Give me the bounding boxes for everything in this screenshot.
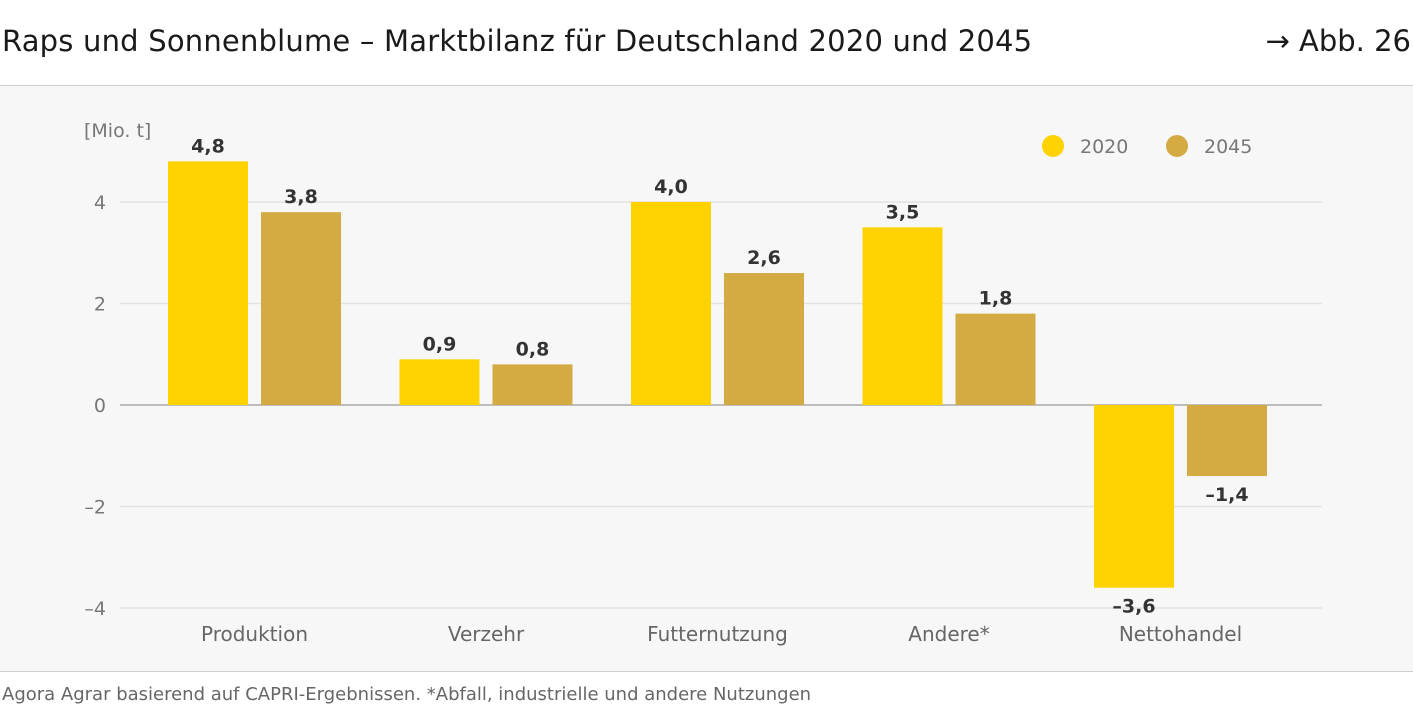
bar-2045-Andere bbox=[955, 313, 1036, 405]
y-tick-label: –2 bbox=[84, 497, 106, 519]
legend-label-2020: 2020 bbox=[1080, 136, 1128, 158]
data-label: 4,8 bbox=[191, 135, 225, 157]
data-label: 2,6 bbox=[747, 247, 781, 269]
bar-2045-Verzehr bbox=[492, 364, 573, 405]
y-tick-label: 0 bbox=[94, 395, 106, 417]
y-tick-label: –4 bbox=[84, 598, 106, 620]
legend-swatch-2020 bbox=[1042, 135, 1064, 157]
chart-title: Raps und Sonnenblume – Marktbilanz für D… bbox=[2, 24, 1033, 58]
y-tick-label: 4 bbox=[94, 192, 106, 214]
y-axis-label: [Mio. t] bbox=[84, 120, 151, 142]
x-category-label: Futternutzung bbox=[647, 622, 788, 646]
data-label: 3,8 bbox=[284, 186, 318, 208]
data-label: 3,5 bbox=[886, 201, 920, 223]
figure-reference: → Abb. 26 bbox=[1265, 24, 1411, 58]
bar-2020-Produktion bbox=[168, 161, 248, 405]
footer-divider bbox=[0, 671, 1413, 672]
data-label: 1,8 bbox=[979, 288, 1013, 310]
legend-swatch-2045 bbox=[1166, 135, 1188, 157]
y-tick-label: 2 bbox=[94, 294, 106, 316]
data-label: 0,8 bbox=[516, 338, 550, 360]
data-label: 0,9 bbox=[423, 333, 457, 355]
bar-2045-Produktion bbox=[261, 212, 341, 405]
data-label: 4,0 bbox=[654, 176, 688, 198]
data-label: –1,4 bbox=[1205, 484, 1248, 506]
header-divider bbox=[0, 85, 1413, 86]
data-label: –3,6 bbox=[1112, 596, 1155, 618]
legend-label-2045: 2045 bbox=[1204, 136, 1252, 158]
bar-2020-Verzehr bbox=[399, 359, 480, 405]
x-category-label: Verzehr bbox=[448, 622, 525, 646]
x-category-label: Nettohandel bbox=[1119, 622, 1242, 646]
bar-2020-Futternutzung bbox=[631, 202, 711, 405]
bar-2020-Andere bbox=[862, 227, 943, 405]
bar-2045-Nettohandel bbox=[1187, 405, 1267, 477]
bar-2020-Nettohandel bbox=[1094, 405, 1174, 588]
x-category-label: Andere* bbox=[908, 622, 989, 646]
x-category-label: Produktion bbox=[201, 622, 308, 646]
bar-2045-Futternutzung bbox=[724, 273, 804, 405]
source-note: Agora Agrar basierend auf CAPRI-Ergebnis… bbox=[2, 684, 812, 705]
